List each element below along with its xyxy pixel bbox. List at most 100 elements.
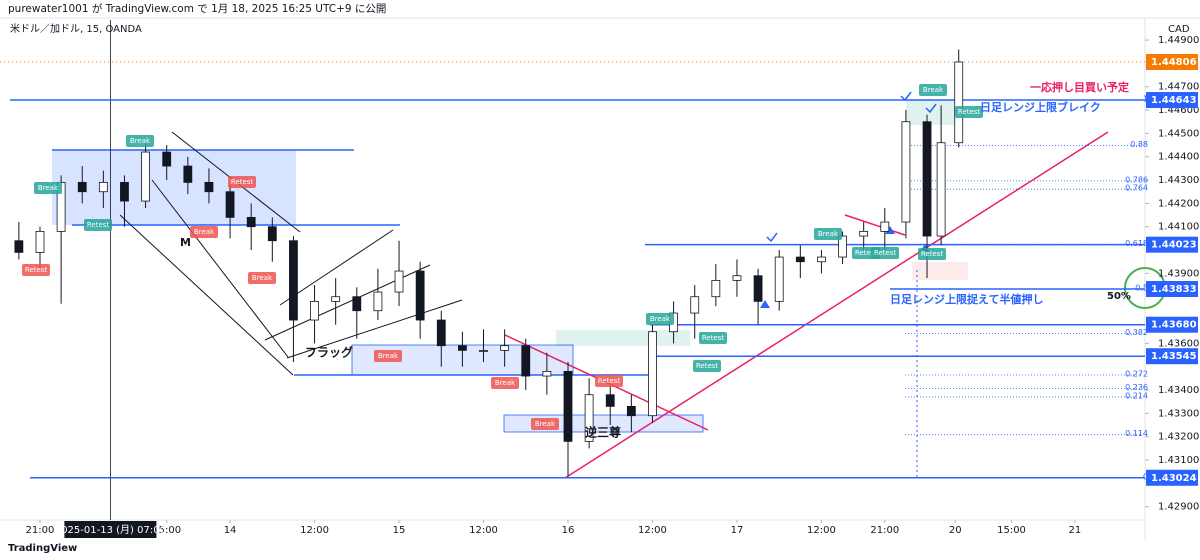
- tag-label: Retest: [874, 249, 897, 257]
- tag-bg: [22, 264, 50, 276]
- candle-body: [289, 240, 298, 321]
- tag-bg: [491, 377, 519, 389]
- tag-bg: [126, 135, 154, 147]
- trend-line: [844, 214, 906, 236]
- fib-label: 0.214: [1125, 391, 1148, 400]
- candle-body: [14, 240, 24, 253]
- annotation: 50%: [1107, 291, 1131, 302]
- last-price-badge: [1146, 53, 1198, 70]
- level-label: 1.43545: [1151, 351, 1197, 362]
- y-tick-label: 1.43100: [1158, 455, 1199, 466]
- candle-body: [310, 300, 319, 321]
- y-tick-label: 1.44400: [1158, 152, 1199, 163]
- level-label: 1.43024: [1151, 473, 1197, 484]
- fib-label: 0.786: [1125, 175, 1148, 184]
- tag-label: Break: [252, 274, 273, 282]
- tag-label: Break: [194, 228, 215, 236]
- candle-body: [954, 61, 964, 144]
- candle-body: [120, 181, 129, 202]
- candle-body: [77, 181, 87, 193]
- level-badge: [1146, 92, 1198, 109]
- y-tick-label: 1.43900: [1158, 268, 1199, 279]
- candle-body: [795, 256, 805, 263]
- publisher: purewater1001 が TradingView.com で 1月 18,…: [8, 2, 386, 15]
- y-tick-label: 1.42900: [1158, 502, 1199, 513]
- range-box: [912, 262, 968, 280]
- candle-body: [204, 181, 214, 193]
- annotation: 逆三尊: [585, 425, 621, 440]
- tag-bg: [955, 106, 983, 118]
- y-tick-label: 1.44500: [1158, 128, 1199, 139]
- y-tick-label: 1.44900: [1158, 35, 1199, 46]
- candle-body: [225, 191, 235, 218]
- tag-bg: [693, 360, 721, 372]
- x-tick-label: 12:00: [300, 525, 329, 536]
- level-badge: [1146, 316, 1198, 333]
- tag-label: Retest: [855, 249, 878, 257]
- candle-body: [98, 181, 108, 193]
- tag-bg: [918, 248, 946, 260]
- x-tick-label: 12:00: [638, 525, 667, 536]
- tag-label: Retest: [958, 108, 981, 116]
- x-tick-label: 21: [1069, 525, 1082, 536]
- level-badge: [1146, 236, 1198, 253]
- range-box: [556, 330, 690, 346]
- annotation: フラッグ: [305, 345, 353, 360]
- level-badge: [1146, 348, 1198, 365]
- fib-label: 0.114: [1125, 429, 1148, 438]
- candle-body: [267, 226, 277, 242]
- candle-body: [373, 291, 383, 312]
- x-tick-label: 17: [731, 525, 744, 536]
- candle-body: [436, 319, 446, 347]
- tag-label: Retest: [702, 334, 725, 342]
- candle-body: [521, 345, 531, 377]
- tag-bg: [228, 176, 256, 188]
- candle-body: [457, 345, 467, 351]
- range-box: [52, 150, 296, 225]
- tag-bg: [919, 84, 947, 96]
- candle-body: [500, 345, 510, 351]
- candle-body: [542, 370, 552, 377]
- fib-label: 0.618: [1125, 239, 1148, 248]
- candle-body: [901, 121, 911, 223]
- candle-body: [563, 370, 573, 442]
- candle-body: [584, 394, 594, 442]
- fib-label: 0.88: [1130, 140, 1148, 149]
- channel-line: [286, 299, 463, 359]
- candle-body: [352, 296, 362, 312]
- x-tick-label: 21:00: [26, 525, 55, 536]
- candle-body: [838, 235, 847, 258]
- fib-label: 0.5: [1135, 283, 1148, 292]
- level-badge: [1146, 469, 1198, 486]
- tag-bg: [374, 350, 402, 362]
- tag-bg: [190, 226, 218, 238]
- crosshair-label-bg: [64, 521, 157, 538]
- y-tick-label: 1.44300: [1158, 175, 1199, 186]
- candle-body: [162, 151, 172, 167]
- annotation: M: [180, 236, 191, 249]
- channel-line: [279, 229, 394, 306]
- candle-body: [246, 216, 256, 228]
- brand: TradingView: [8, 543, 77, 554]
- fib-label: 0.236: [1125, 383, 1148, 392]
- level-label: 1.44643: [1151, 95, 1197, 106]
- candle-body: [35, 230, 45, 253]
- y-tick-label: 1.43600: [1158, 338, 1199, 349]
- candle-body: [936, 142, 946, 237]
- tag-label: Retest: [921, 250, 944, 258]
- channel-line: [119, 214, 294, 376]
- candle-body: [711, 279, 721, 298]
- tag-label: Retest: [598, 377, 621, 385]
- tag-bg: [84, 219, 112, 231]
- tag-label: Break: [535, 420, 556, 428]
- candle-body: [922, 121, 932, 237]
- tag-label: Break: [495, 379, 516, 387]
- annotation: 日足レンジ上限ブレイク: [980, 100, 1101, 114]
- annotation: 日足レンジ上限捉えて半値押し: [890, 292, 1043, 306]
- candle-body: [753, 275, 763, 302]
- candle-body: [648, 331, 657, 417]
- candle-body: [183, 165, 193, 183]
- y-tick-label: 1.44600: [1158, 105, 1199, 116]
